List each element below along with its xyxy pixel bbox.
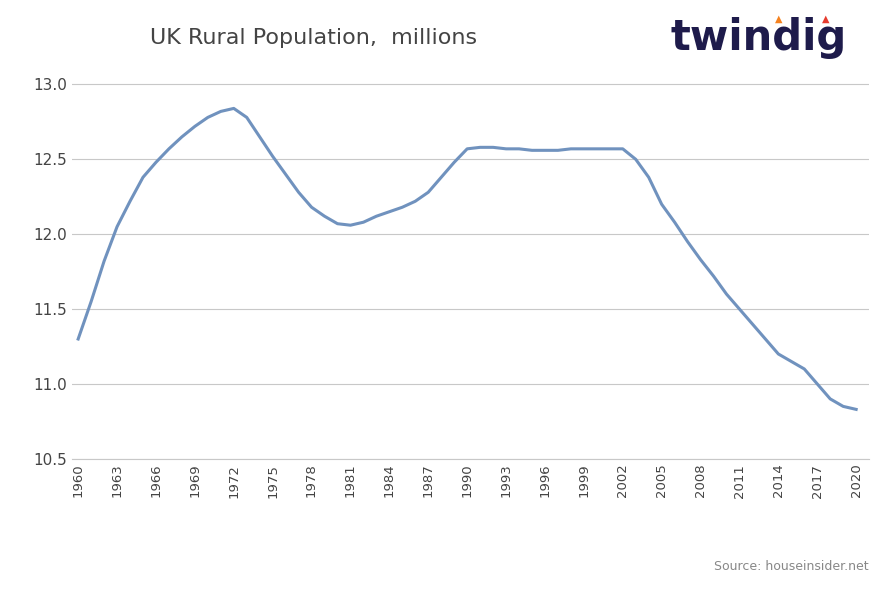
Text: UK Rural Population,  millions: UK Rural Population, millions — [150, 28, 478, 49]
Text: ▲: ▲ — [775, 14, 782, 24]
Text: twindig: twindig — [670, 18, 847, 59]
Text: Source: houseinsider.net: Source: houseinsider.net — [714, 561, 869, 573]
Text: ▲: ▲ — [823, 14, 830, 24]
